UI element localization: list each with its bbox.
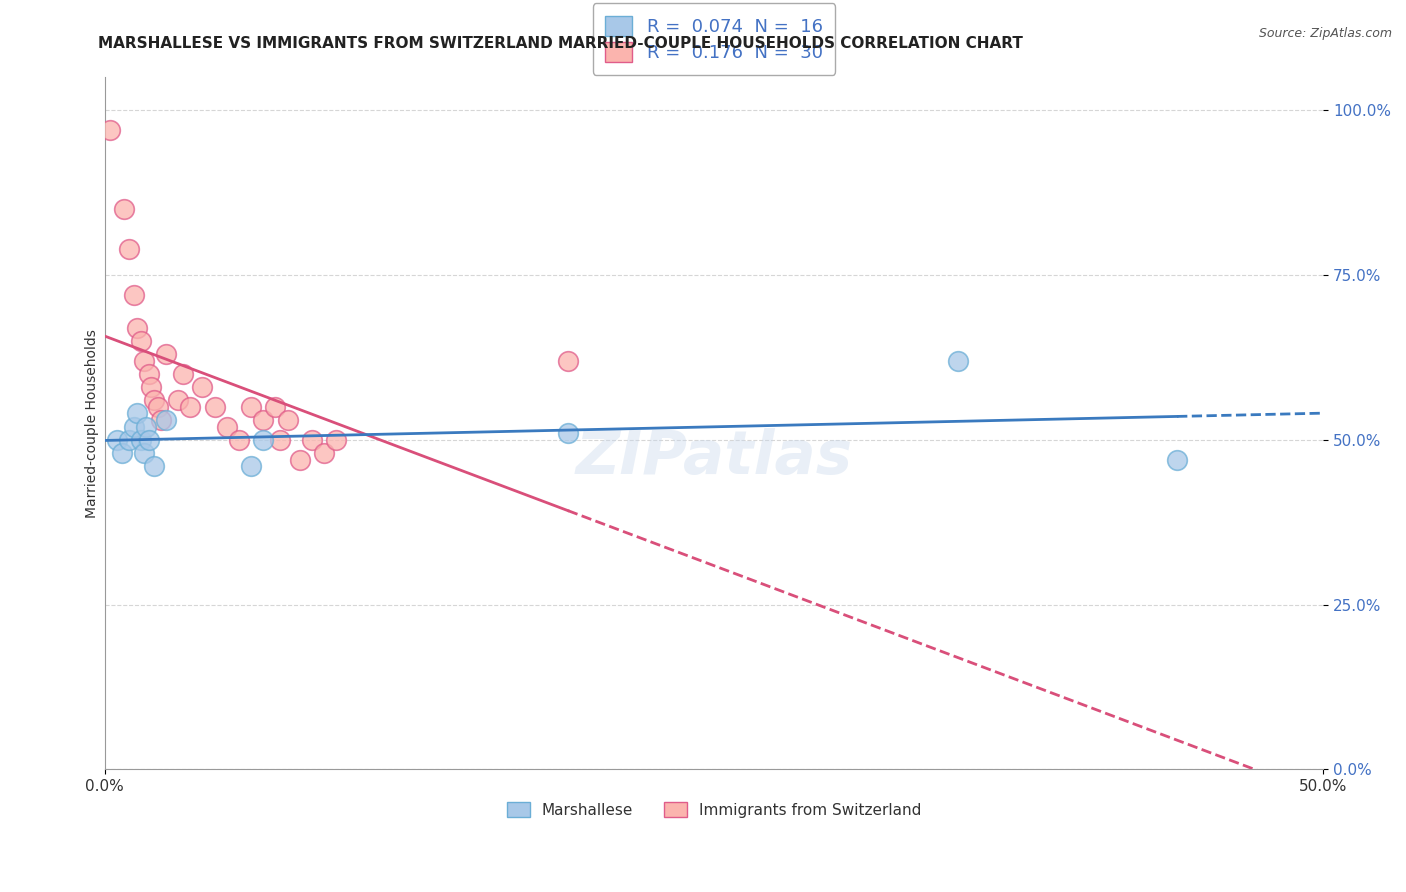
- Point: [118, 242, 141, 256]
- Point: [557, 426, 579, 441]
- Point: [240, 459, 263, 474]
- Point: [142, 459, 165, 474]
- Y-axis label: Married-couple Households: Married-couple Households: [86, 329, 100, 518]
- Point: [131, 433, 153, 447]
- Point: [288, 452, 311, 467]
- Text: Source: ZipAtlas.com: Source: ZipAtlas.com: [1258, 27, 1392, 40]
- Point: [228, 433, 250, 447]
- Point: [111, 446, 134, 460]
- Point: [325, 433, 347, 447]
- Point: [138, 433, 160, 447]
- Point: [135, 419, 157, 434]
- Text: MARSHALLESE VS IMMIGRANTS FROM SWITZERLAND MARRIED-COUPLE HOUSEHOLDS CORRELATION: MARSHALLESE VS IMMIGRANTS FROM SWITZERLA…: [98, 36, 1024, 51]
- Point: [252, 413, 274, 427]
- Point: [141, 380, 163, 394]
- Point: [125, 321, 148, 335]
- Point: [112, 202, 135, 217]
- Point: [301, 433, 323, 447]
- Point: [277, 413, 299, 427]
- Point: [252, 433, 274, 447]
- Point: [557, 353, 579, 368]
- Point: [122, 288, 145, 302]
- Point: [215, 419, 238, 434]
- Point: [148, 400, 170, 414]
- Point: [264, 400, 287, 414]
- Point: [155, 347, 177, 361]
- Point: [155, 413, 177, 427]
- Point: [132, 446, 155, 460]
- Point: [125, 407, 148, 421]
- Point: [142, 393, 165, 408]
- Point: [191, 380, 214, 394]
- Point: [105, 433, 128, 447]
- Point: [132, 353, 155, 368]
- Point: [118, 433, 141, 447]
- Point: [149, 413, 172, 427]
- Point: [122, 419, 145, 434]
- Point: [204, 400, 226, 414]
- Point: [98, 123, 121, 137]
- Point: [179, 400, 201, 414]
- Point: [314, 446, 336, 460]
- Text: ZIPatlas: ZIPatlas: [575, 428, 852, 487]
- Point: [946, 353, 969, 368]
- Point: [172, 367, 194, 381]
- Point: [269, 433, 291, 447]
- Point: [131, 334, 153, 348]
- Point: [138, 367, 160, 381]
- Point: [1166, 452, 1188, 467]
- Legend: Marshallese, Immigrants from Switzerland: Marshallese, Immigrants from Switzerland: [501, 796, 928, 824]
- Point: [240, 400, 263, 414]
- Point: [167, 393, 190, 408]
